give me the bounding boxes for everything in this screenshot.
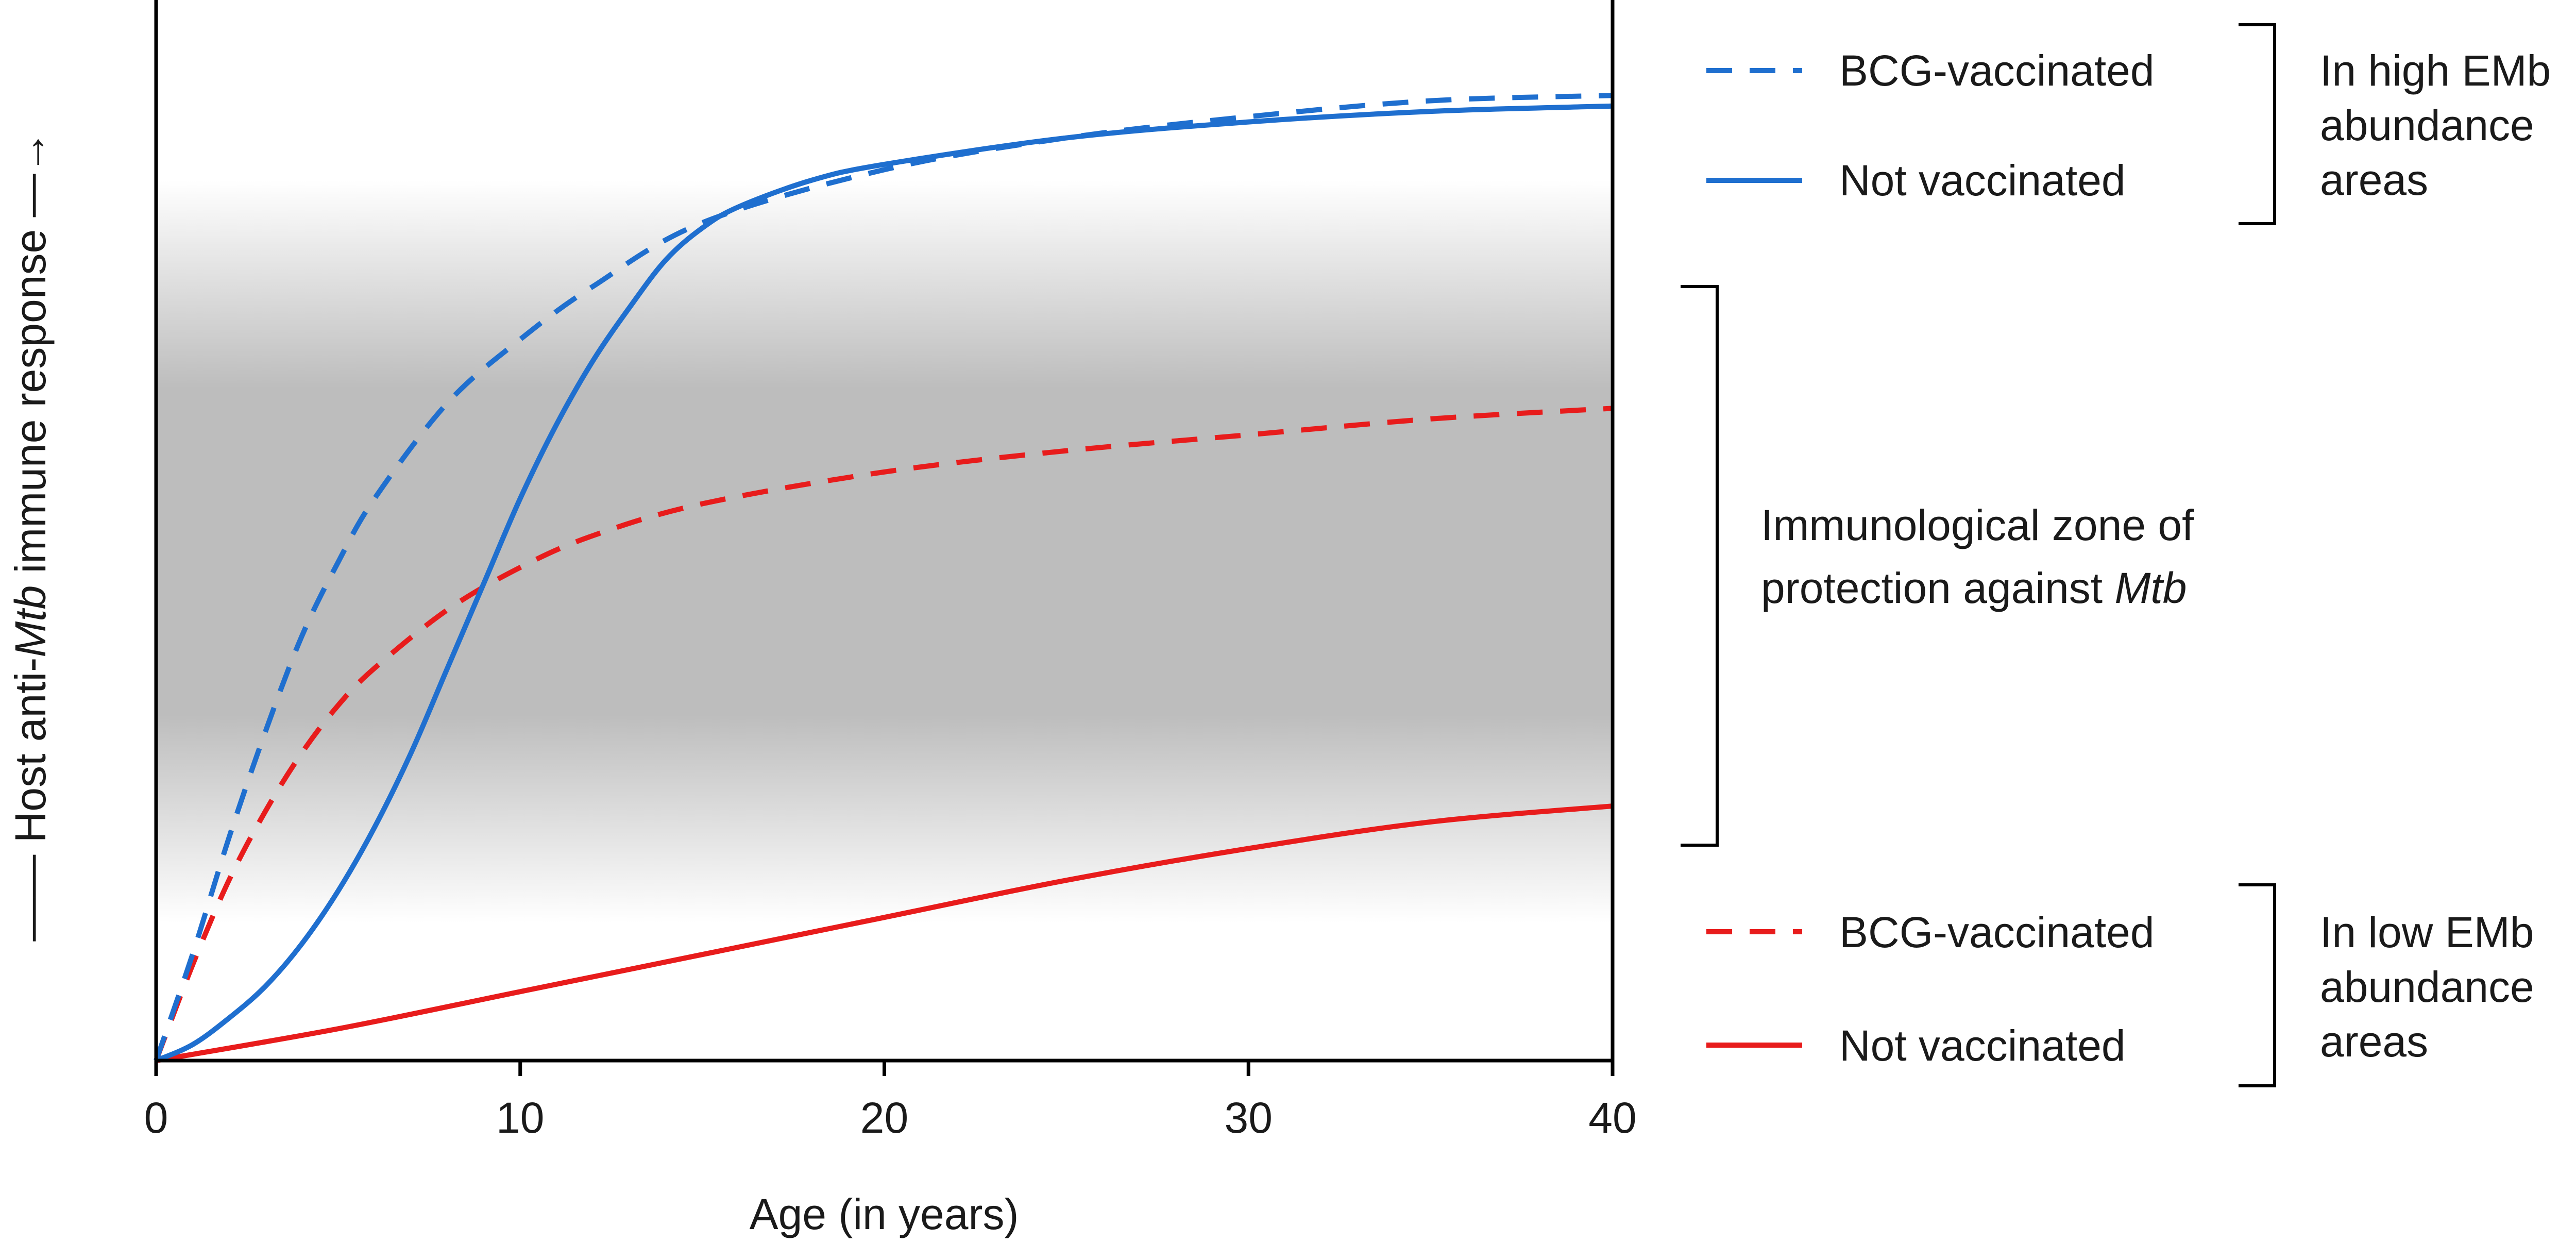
y-axis-title-suffix: immune response: [6, 229, 55, 585]
bracket-low: [2239, 883, 2276, 1087]
protection-zone-label-line2: protection against Mtb: [1761, 564, 2187, 612]
legend-label-low-notvacc: Not vaccinated: [1839, 1021, 2126, 1070]
legend-label-low-bcg: BCG-vaccinated: [1839, 908, 2155, 956]
x-tick-label: 0: [144, 1094, 168, 1142]
legend-group-low: BCG-vaccinated Not vaccinated In low EMb…: [1706, 883, 2546, 1087]
y-axis-arrow-tail: ——: [6, 843, 55, 941]
group-label-low-line1: In low EMb: [2320, 908, 2534, 956]
legend-group-high: BCG-vaccinated Not vaccinated In high EM…: [1706, 23, 2563, 225]
y-axis-title-italic: Mtb: [6, 585, 55, 658]
protection-zone-label-line2-prefix: protection against: [1761, 564, 2114, 612]
y-axis-title: —— Host anti-Mtb immune response —→: [6, 130, 55, 941]
y-axis-arrow-head: —→: [6, 130, 55, 229]
bracket-protection-zone: [1681, 285, 1719, 847]
group-label-high-line3: areas: [2320, 156, 2428, 204]
group-label-high: In high EMb abundance areas: [2320, 46, 2563, 204]
legend-label-high-notvacc: Not vaccinated: [1839, 156, 2126, 205]
bracket-high: [2239, 23, 2276, 225]
series-line-high-bcg: [154, 93, 1613, 1062]
x-tick-label: 40: [1588, 1094, 1636, 1142]
series-group: [154, 93, 1613, 1063]
x-tick-label: 20: [860, 1094, 908, 1142]
protection-zone-label-line1: Immunological zone of: [1761, 501, 2194, 549]
protection-zone-label-line2-italic: Mtb: [2114, 564, 2187, 612]
protection-zone-label: Immunological zone of protection against…: [1761, 501, 2206, 612]
group-label-high-line1: In high EMb: [2320, 46, 2551, 95]
protection-zone: [158, 180, 1611, 923]
x-tick-label: 10: [496, 1094, 544, 1142]
protection-zone-band: [158, 180, 1611, 923]
x-axis-title: Age (in years): [750, 1190, 1019, 1238]
x-tick-label: 30: [1225, 1094, 1273, 1142]
group-label-high-line2: abundance: [2320, 101, 2534, 149]
y-axis-title-prefix: Host anti-: [6, 658, 55, 843]
group-label-low-line3: areas: [2320, 1017, 2428, 1066]
group-label-low-line2: abundance: [2320, 963, 2534, 1011]
series-line-low-notvacc: [156, 803, 1613, 1063]
x-ticks: 0 10 20 30 40: [144, 1061, 1637, 1142]
group-label-low: In low EMb abundance areas: [2320, 908, 2546, 1066]
legend-label-high-bcg: BCG-vaccinated: [1839, 46, 2155, 95]
